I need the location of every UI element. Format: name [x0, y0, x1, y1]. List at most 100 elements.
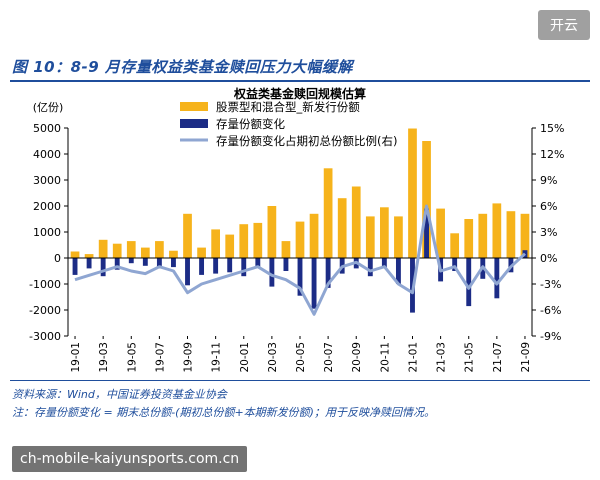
bar-stock-change	[367, 258, 373, 277]
x-tick-label: 21-07	[492, 342, 504, 373]
y2-tick-label: 0%	[540, 252, 557, 265]
bar-stock-change	[424, 208, 429, 258]
legend-label: 股票型和混合型_新发行份额	[216, 100, 360, 114]
bar-new-issuance	[197, 247, 206, 258]
y2-tick-label: 3%	[540, 226, 557, 239]
bar-stock-change	[395, 258, 401, 284]
bar-new-issuance	[253, 222, 263, 258]
source-note: 资料来源：Wind，中国证券投资基金业协会	[12, 388, 227, 401]
bar-new-issuance	[295, 221, 305, 258]
bar-stock-change	[269, 258, 275, 287]
bar-new-issuance	[239, 224, 249, 258]
y2-tick-label: 15%	[540, 122, 564, 135]
bottom-rule	[10, 380, 590, 381]
bar-stock-change	[466, 258, 472, 307]
y-tick-label: 3000	[33, 174, 61, 187]
y-tick-label: 4000	[33, 148, 61, 161]
x-tick-label: 20-03	[267, 342, 279, 373]
bar-new-issuance	[169, 250, 178, 258]
legend-label: 存量份额变化占期初总份额比例(右)	[216, 134, 397, 148]
x-tick-label: 20-05	[295, 342, 307, 373]
bar-new-issuance	[155, 241, 164, 258]
bar-new-issuance	[281, 241, 291, 258]
bar-stock-change	[325, 258, 331, 288]
legend-swatch-new	[180, 102, 208, 111]
bar-new-issuance	[351, 186, 361, 258]
bar-new-issuance	[140, 247, 150, 258]
bar-new-issuance	[394, 216, 403, 258]
y-tick-label: -3000	[29, 330, 61, 343]
bar-stock-change	[72, 258, 78, 275]
bar-new-issuance	[309, 213, 319, 258]
x-tick-label: 20-07	[323, 342, 335, 373]
bar-stock-change	[185, 258, 190, 286]
chart: 权益类基金赎回规模估算 (亿份) 股票型和混合型_新发行份额存量份额变化存量份额…	[29, 86, 564, 373]
formula-note: 注：存量份额变化 = 期末总份额-(期初总份额+本期新发份额)；用于反映净赎回情…	[12, 406, 435, 419]
watermark: ch-mobile-kaiyunsports.com.cn	[12, 446, 248, 472]
y2-tick-label: -6%	[540, 304, 561, 317]
bar-stock-change	[199, 258, 205, 275]
x-tick-label: 21-05	[464, 342, 476, 373]
bar-new-issuance	[492, 203, 502, 258]
overlay-button[interactable]: 开云	[538, 10, 590, 40]
bars-group	[70, 128, 530, 313]
y-tick-label: 0	[54, 252, 61, 265]
x-tick-label: 21-09	[520, 342, 532, 373]
y-tick-label: 2000	[33, 200, 61, 213]
x-tick-label: 19-11	[211, 342, 223, 373]
bar-stock-change	[452, 258, 458, 271]
bar-new-issuance	[422, 141, 431, 258]
bar-new-issuance	[98, 239, 108, 258]
series-line-ratio	[74, 204, 527, 316]
bar-new-issuance	[112, 243, 122, 258]
bar-new-issuance	[506, 211, 516, 258]
bar-new-issuance	[183, 213, 192, 258]
x-tick-label: 19-07	[154, 342, 166, 373]
chart-title: 权益类基金赎回规模估算	[233, 86, 366, 101]
bar-stock-change	[156, 258, 162, 269]
bar-stock-change	[241, 258, 247, 277]
bar-stock-change	[255, 258, 261, 268]
y-tick-label: -1000	[29, 278, 61, 291]
bar-stock-change	[494, 258, 500, 299]
y-axis-label: (亿份)	[33, 101, 64, 114]
bar-new-issuance	[408, 128, 417, 258]
y2-tick-label: -9%	[540, 330, 561, 343]
y-tick-label: 5000	[33, 122, 61, 135]
bar-stock-change	[86, 258, 92, 269]
x-tick-label: 19-03	[98, 342, 110, 373]
bar-new-issuance	[225, 234, 235, 258]
x-tick-label: 19-09	[183, 342, 195, 373]
x-tick-label: 20-09	[351, 342, 363, 373]
bar-stock-change	[142, 258, 148, 266]
bar-new-issuance	[70, 251, 80, 258]
bar-new-issuance	[211, 229, 220, 258]
bar-new-issuance	[126, 241, 136, 258]
bar-new-issuance	[380, 207, 389, 258]
bar-stock-change	[311, 258, 317, 309]
x-tick-label: 19-01	[70, 342, 82, 373]
y-tick-label: -2000	[29, 304, 61, 317]
y-tick-label: 1000	[33, 226, 61, 239]
y2-tick-label: 12%	[540, 148, 564, 161]
legend-swatch-change	[180, 119, 208, 128]
bar-stock-change	[283, 258, 289, 271]
bar-new-issuance	[520, 213, 530, 258]
title-rule	[10, 80, 590, 82]
bar-stock-change	[227, 258, 233, 273]
legend-label: 存量份额变化	[216, 117, 285, 131]
bar-stock-change	[381, 258, 387, 269]
bar-stock-change	[297, 258, 303, 296]
bar-new-issuance	[478, 213, 488, 258]
x-tick-label: 21-03	[436, 342, 448, 373]
bar-new-issuance	[337, 198, 347, 258]
bar-new-issuance	[436, 208, 445, 258]
bar-stock-change	[100, 258, 106, 277]
x-tick-label: 20-01	[239, 342, 251, 373]
y2-tick-label: 9%	[540, 174, 557, 187]
bar-new-issuance	[464, 219, 474, 258]
figure-title: 图 10：8-9 月存量权益类基金赎回压力大幅缓解	[12, 58, 353, 76]
bar-stock-change	[114, 258, 120, 270]
bar-stock-change	[128, 258, 134, 264]
